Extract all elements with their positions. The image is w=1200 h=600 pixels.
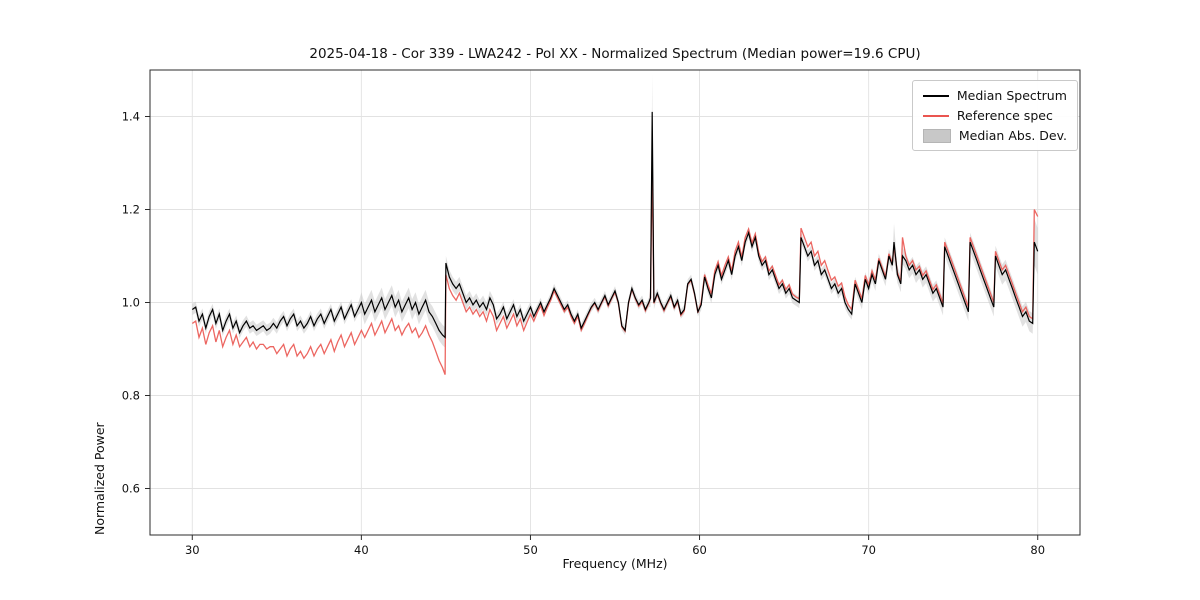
svg-text:60: 60 <box>692 543 707 557</box>
svg-text:0.8: 0.8 <box>122 389 140 403</box>
chart-title: 2025-04-18 - Cor 339 - LWA242 - Pol XX -… <box>309 46 921 62</box>
legend-label-median: Median Spectrum <box>956 88 1067 103</box>
svg-text:1.2: 1.2 <box>122 203 140 217</box>
mad-band <box>192 74 1038 348</box>
median-line <box>191 111 1039 339</box>
legend-label-mad: Median Abs. Dev. <box>958 128 1067 143</box>
legend: Median Spectrum Reference spec Median Ab… <box>911 80 1078 151</box>
svg-text:80: 80 <box>1030 543 1045 557</box>
legend-item-reference: Reference spec <box>922 108 1067 123</box>
svg-text:0.6: 0.6 <box>122 482 140 496</box>
median-line-swatch <box>922 94 949 97</box>
svg-text:70: 70 <box>861 543 876 557</box>
x-axis-label: Frequency (MHz) <box>562 556 668 571</box>
svg-text:1.4: 1.4 <box>122 110 140 124</box>
plot-axes <box>145 69 1081 540</box>
svg-text:50: 50 <box>523 543 538 557</box>
svg-text:40: 40 <box>354 543 369 557</box>
tick-labels: 30 40 50 60 70 80 0.6 0.8 1.0 1.2 1.4 <box>122 110 1045 558</box>
y-axis-label: Normalized Power <box>92 422 107 535</box>
legend-item-mad: Median Abs. Dev. <box>922 128 1067 143</box>
reference-line-swatch <box>922 114 949 117</box>
svg-text:1.0: 1.0 <box>122 296 140 310</box>
mad-band-swatch <box>922 128 951 143</box>
legend-label-reference: Reference spec <box>956 108 1053 123</box>
svg-text:30: 30 <box>185 543 200 557</box>
legend-item-median: Median Spectrum <box>922 88 1067 103</box>
